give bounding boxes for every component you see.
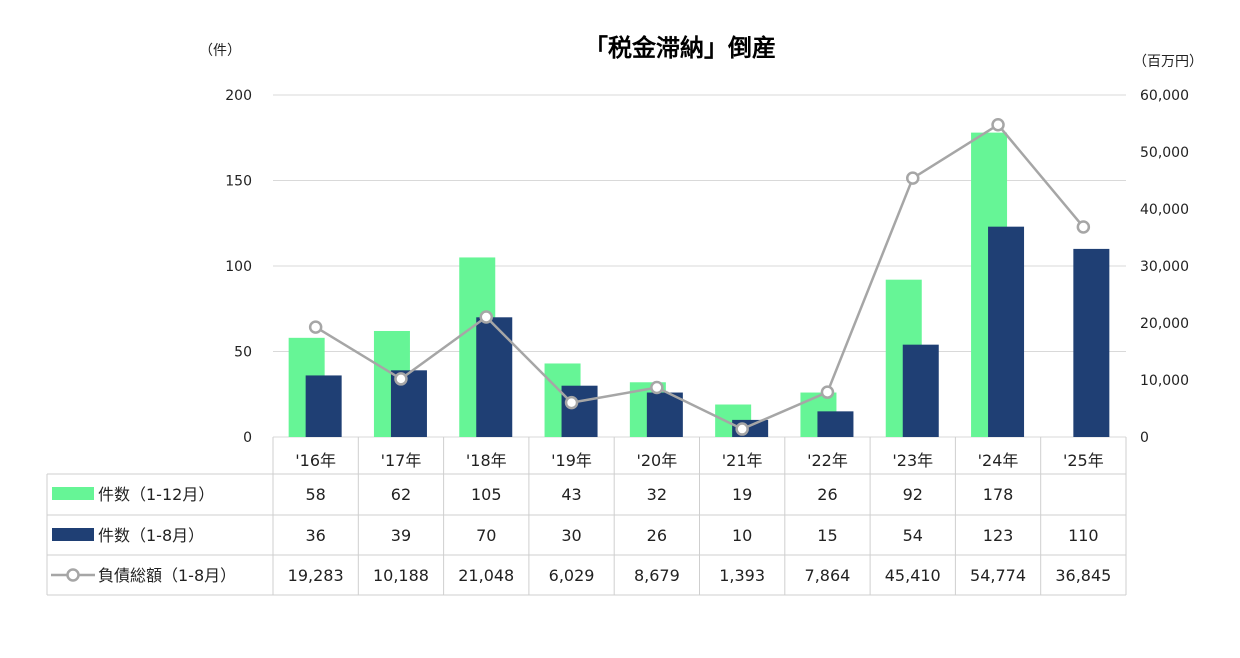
- right-axis-unit: （百万円）: [1133, 54, 1203, 70]
- debt-line-point: [564, 395, 579, 410]
- data-label: 30: [561, 526, 581, 545]
- right-tick-label: 40,000: [1140, 202, 1189, 218]
- bar-jan-aug: [902, 344, 939, 437]
- legend-series-name: 負債総額（1-8月）: [98, 566, 236, 585]
- data-label: 36,845: [1055, 566, 1111, 585]
- debt-line-point: [1076, 220, 1091, 234]
- right-tick-label: 0: [1140, 430, 1149, 446]
- bar-jan-aug: [988, 226, 1025, 437]
- right-tick-label: 30,000: [1140, 259, 1189, 275]
- debt-line-point: [735, 422, 749, 436]
- data-label: 8,679: [634, 566, 680, 585]
- right-tick-label: 20,000: [1140, 316, 1189, 332]
- category-label: '20年: [636, 451, 677, 470]
- category-label: '25年: [1063, 451, 1104, 470]
- data-label: 45,410: [885, 566, 941, 585]
- bars: [288, 132, 1110, 437]
- debt-line-path: [315, 123, 1085, 431]
- data-label: 19: [732, 485, 752, 504]
- data-label: 6,029: [549, 566, 595, 585]
- left-tick-label: 0: [243, 430, 252, 446]
- category-label: '16年: [295, 451, 336, 470]
- data-label: 32: [647, 485, 667, 504]
- data-table: '16年 '17年 '18年 '19年 '20年 '21年 '22年 '23年 '24年 '25年…: [46, 437, 1127, 596]
- debt-line-point: [394, 372, 408, 386]
- debt-line-point: [308, 320, 323, 334]
- data-label: 36: [305, 526, 325, 545]
- debt-line-point: [820, 385, 835, 399]
- data-label: 110: [1068, 526, 1099, 545]
- legend-series-name: 件数（1-12月）: [98, 485, 214, 504]
- left-axis-unit: （件）: [199, 43, 241, 59]
- category-label: '23年: [892, 451, 933, 470]
- legend-key-marker: [66, 568, 80, 582]
- data-label: 43: [561, 485, 581, 504]
- bar-jan-aug: [646, 392, 683, 437]
- category-label: '18年: [466, 451, 507, 470]
- right-tick-label: 50,000: [1140, 145, 1189, 161]
- bar-jan-aug: [1073, 248, 1110, 437]
- debt-line-point: [991, 118, 1005, 132]
- debt-line: [308, 118, 1091, 436]
- data-label: 15: [817, 526, 837, 545]
- data-label: 54: [903, 526, 923, 545]
- data-label: 26: [817, 485, 837, 504]
- right-tick-label: 10,000: [1140, 373, 1189, 389]
- right-tick-label: 60,000: [1140, 88, 1189, 104]
- bar-jan-aug: [305, 375, 342, 437]
- data-label: 1,393: [719, 566, 765, 585]
- data-label: 21,048: [458, 566, 514, 585]
- chart-title: 「税金滞納」倒産: [584, 34, 776, 62]
- category-label: '24年: [978, 451, 1019, 470]
- debt-line-point: [906, 171, 920, 185]
- debt-line-point: [650, 380, 664, 395]
- data-label: 39: [391, 526, 411, 545]
- axis-tick-labels: 0 50 100 150 200 0 10,000 20,000 30,000 40,000 50,…: [225, 88, 1189, 446]
- legend-series-name: 件数（1-8月）: [98, 526, 204, 545]
- data-label: 70: [476, 526, 496, 545]
- left-tick-label: 100: [225, 259, 252, 275]
- data-label: 26: [647, 526, 667, 545]
- data-label: 178: [983, 485, 1014, 504]
- bar-jan-aug: [561, 385, 598, 437]
- category-label: '19年: [551, 451, 592, 470]
- category-label: '21年: [722, 451, 763, 470]
- left-tick-label: 150: [225, 174, 252, 190]
- data-label: 10: [732, 526, 752, 545]
- category-label: '22年: [807, 451, 848, 470]
- legend-key-bar: [52, 487, 94, 500]
- data-label: 105: [471, 485, 502, 504]
- data-label: 123: [983, 526, 1014, 545]
- bar-jan-aug: [476, 317, 513, 437]
- data-label: 7,864: [805, 566, 851, 585]
- data-label: 58: [305, 485, 325, 504]
- data-label: 92: [903, 485, 923, 504]
- legend-key-bar: [52, 528, 94, 541]
- left-tick-label: 50: [234, 345, 252, 361]
- data-label: 54,774: [970, 566, 1026, 585]
- category-label: '17年: [381, 451, 422, 470]
- bar-jan-aug: [817, 411, 854, 437]
- data-label: 19,283: [288, 566, 344, 585]
- data-label: 10,188: [373, 566, 429, 585]
- left-tick-label: 200: [225, 88, 252, 104]
- data-label: 62: [391, 485, 411, 504]
- debt-line-point: [479, 310, 493, 324]
